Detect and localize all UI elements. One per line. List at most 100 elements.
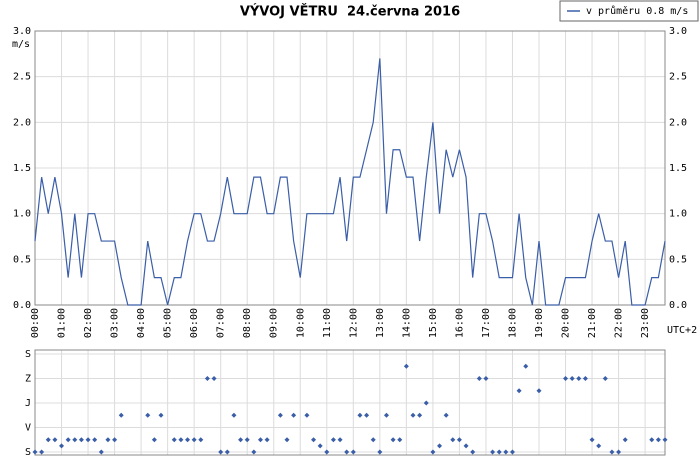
direction-point — [357, 412, 363, 418]
x-tick-label: 12:00 — [348, 308, 359, 338]
direction-point — [204, 376, 210, 381]
direction-point — [52, 437, 58, 443]
direction-point — [463, 443, 469, 449]
y-axis-label: m/s — [12, 39, 30, 50]
direction-point — [377, 449, 383, 455]
plot-frame — [34, 30, 666, 306]
direction-point — [616, 449, 622, 455]
direction-point — [211, 376, 217, 381]
direction-point — [622, 437, 628, 443]
direction-point — [291, 412, 297, 418]
direction-point — [72, 437, 78, 443]
direction-point — [191, 437, 197, 443]
direction-point — [503, 449, 509, 455]
x-tick-label: 22:00 — [614, 308, 625, 338]
direction-point — [344, 449, 350, 455]
y-tick-label: 2.5 — [13, 72, 31, 83]
y-tick-label: Z — [25, 374, 31, 385]
y-tick-label: J — [25, 398, 31, 409]
x-tick-label: 11:00 — [322, 308, 333, 338]
direction-point — [92, 437, 98, 443]
x-tick-label: 14:00 — [401, 308, 412, 338]
direction-point — [257, 437, 263, 443]
direction-point — [98, 449, 104, 455]
direction-point — [311, 437, 317, 443]
y-tick-label: S — [25, 349, 31, 360]
direction-point — [470, 449, 476, 455]
y-tick-label: 3.0 — [13, 26, 31, 37]
y-tick-label-right: 2.0 — [669, 117, 687, 128]
direction-point — [649, 437, 655, 443]
y-tick-label-right: 1.5 — [669, 163, 687, 174]
direction-point — [655, 437, 661, 443]
x-tick-label: 04:00 — [136, 308, 147, 338]
chart-title: VÝVOJ VĚTRU 24.června 2016 — [240, 4, 460, 20]
x-tick-label: 05:00 — [163, 308, 174, 338]
direction-point — [39, 449, 45, 455]
direction-point — [65, 437, 71, 443]
direction-point — [105, 437, 111, 443]
direction-point — [277, 412, 283, 418]
direction-point — [145, 412, 151, 418]
direction-point — [423, 400, 429, 406]
legend — [559, 0, 699, 22]
direction-point — [251, 449, 257, 455]
direction-point — [238, 437, 244, 443]
x-tick-label: 18:00 — [507, 308, 518, 338]
direction-point — [224, 449, 230, 455]
y-tick-label: 1.5 — [13, 163, 31, 174]
direction-point — [430, 449, 436, 455]
direction-point — [317, 443, 323, 449]
y-tick-label: V — [25, 423, 31, 434]
direction-point — [364, 412, 370, 418]
y-tick-label: 1.0 — [13, 209, 31, 220]
direction-point — [582, 376, 588, 381]
direction-point — [516, 388, 522, 394]
y-tick-label: S — [25, 447, 31, 458]
direction-point — [563, 376, 569, 381]
direction-point — [509, 449, 515, 455]
direction-point — [496, 449, 502, 455]
direction-point — [576, 376, 582, 381]
direction-point — [370, 437, 376, 443]
direction-point — [456, 437, 462, 443]
direction-point — [171, 437, 177, 443]
direction-point — [437, 443, 443, 449]
direction-point — [231, 412, 237, 418]
x-tick-label: 00:00 — [30, 308, 41, 338]
plot-frame — [34, 349, 666, 456]
direction-point — [85, 437, 91, 443]
direction-point — [337, 437, 343, 443]
x-tick-label: 06:00 — [189, 308, 200, 338]
direction-point — [383, 412, 389, 418]
direction-point — [112, 437, 118, 443]
y-tick-label-right: 0.5 — [669, 254, 687, 265]
x-tick-label: 07:00 — [216, 308, 227, 338]
direction-point — [589, 437, 595, 443]
direction-point — [390, 437, 396, 443]
direction-point — [410, 412, 416, 418]
y-tick-label-right: 1.0 — [669, 209, 687, 220]
direction-point — [304, 412, 310, 418]
direction-point — [536, 388, 542, 394]
direction-point — [32, 449, 38, 455]
y-tick-label-right: 0.0 — [669, 300, 687, 311]
legend-label: v průměru 0.8 m/s — [586, 5, 688, 17]
direction-point — [662, 437, 668, 443]
direction-point — [350, 449, 356, 455]
x-tick-label: 13:00 — [375, 308, 386, 338]
direction-point — [59, 443, 65, 449]
direction-point — [490, 449, 496, 455]
x-tick-label: 15:00 — [428, 308, 439, 338]
x-tick-label: 08:00 — [242, 308, 253, 338]
direction-point — [602, 376, 608, 381]
direction-point — [198, 437, 204, 443]
direction-point — [178, 437, 184, 443]
direction-point — [397, 437, 403, 443]
x-tick-label: 19:00 — [534, 308, 545, 338]
direction-point — [324, 449, 330, 455]
direction-point — [483, 376, 489, 381]
x-tick-label: 03:00 — [110, 308, 121, 338]
direction-point — [185, 437, 191, 443]
y-tick-label: 0.0 — [13, 300, 31, 311]
